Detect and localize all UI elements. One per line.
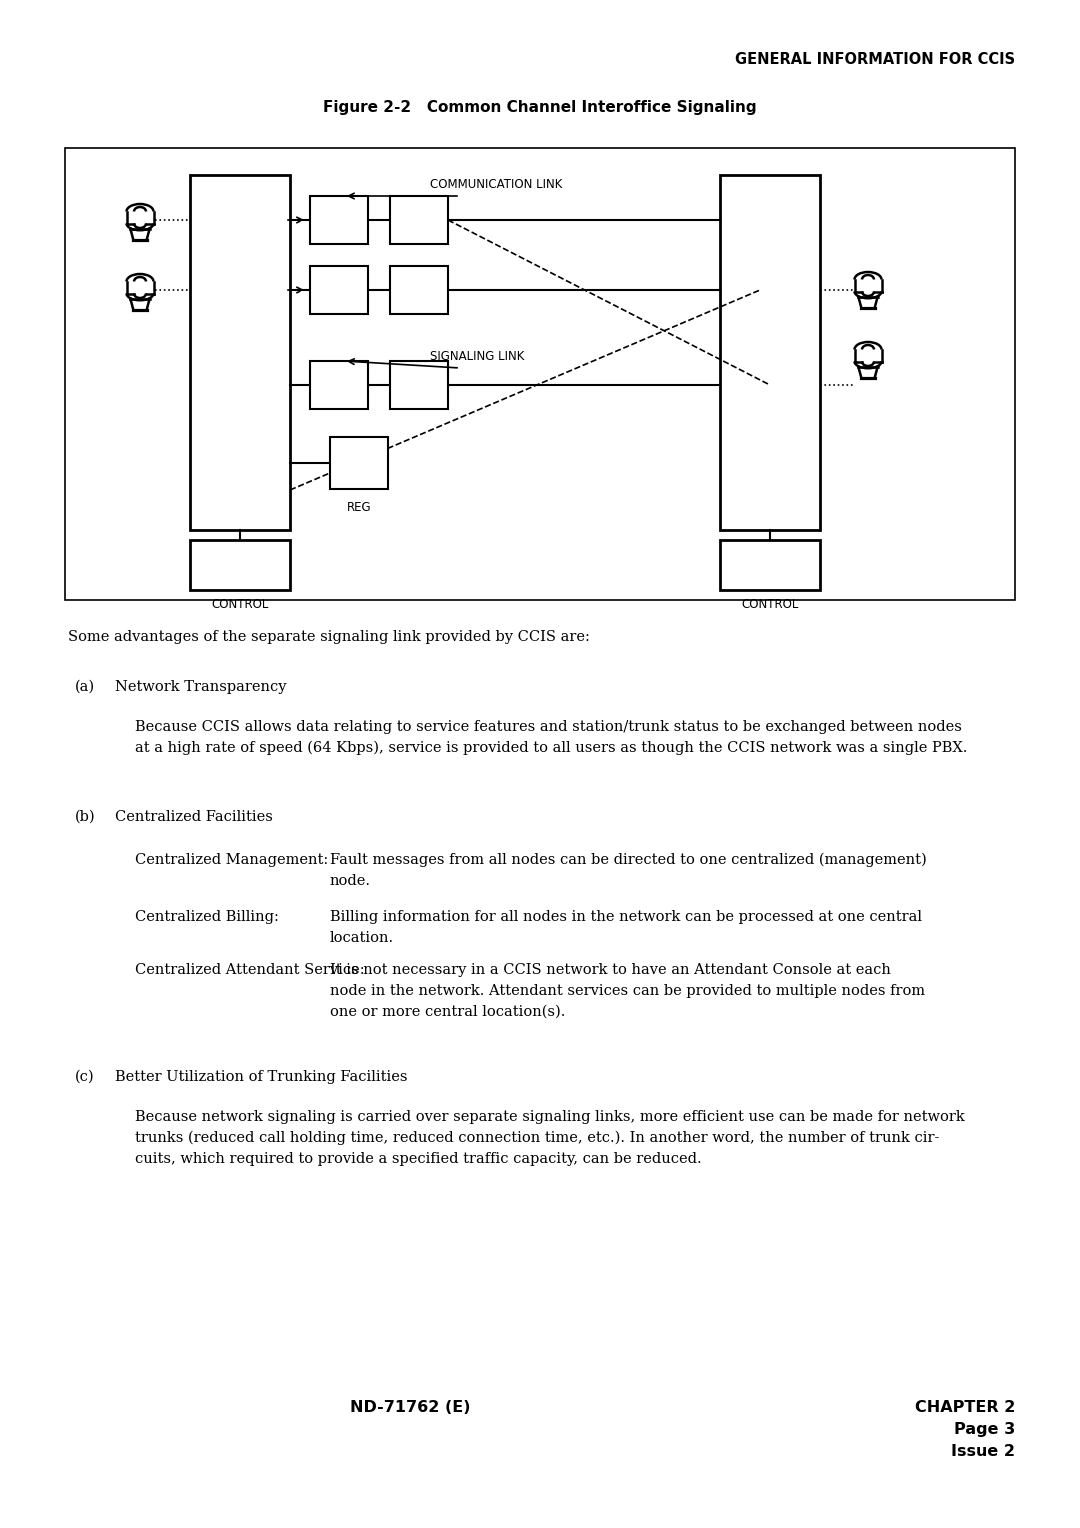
Bar bbox=[720, 176, 820, 530]
Bar bbox=[310, 266, 368, 313]
Text: Because CCIS allows data relating to service features and station/trunk status t: Because CCIS allows data relating to ser… bbox=[135, 720, 968, 755]
Bar bbox=[310, 361, 368, 410]
Text: (c): (c) bbox=[75, 1070, 95, 1083]
Text: Figure 2-2   Common Channel Interoffice Signaling: Figure 2-2 Common Channel Interoffice Si… bbox=[323, 99, 757, 115]
Bar bbox=[390, 361, 448, 410]
Text: Because network signaling is carried over separate signaling links, more efficie: Because network signaling is carried ove… bbox=[135, 1109, 964, 1166]
Text: REG: REG bbox=[347, 501, 372, 513]
Text: Network Transparency: Network Transparency bbox=[114, 680, 286, 694]
Bar bbox=[190, 539, 291, 590]
Text: Issue 2: Issue 2 bbox=[951, 1444, 1015, 1459]
Text: ND-71762 (E): ND-71762 (E) bbox=[350, 1400, 471, 1415]
Text: CHAPTER 2: CHAPTER 2 bbox=[915, 1400, 1015, 1415]
Text: CONTROL: CONTROL bbox=[741, 597, 799, 611]
Text: COMMUNICATION LINK: COMMUNICATION LINK bbox=[430, 177, 563, 191]
Text: GENERAL INFORMATION FOR CCIS: GENERAL INFORMATION FOR CCIS bbox=[734, 52, 1015, 67]
Text: SIGNALING LINK: SIGNALING LINK bbox=[430, 350, 525, 364]
Text: Better Utilization of Trunking Facilities: Better Utilization of Trunking Facilitie… bbox=[114, 1070, 407, 1083]
Text: Centralized Management:: Centralized Management: bbox=[135, 853, 328, 866]
Bar bbox=[65, 148, 1015, 601]
Text: Some advantages of the separate signaling link provided by CCIS are:: Some advantages of the separate signalin… bbox=[68, 630, 590, 643]
Bar bbox=[330, 437, 388, 489]
Bar bbox=[720, 539, 820, 590]
Text: Centralized Attendant Service:: Centralized Attendant Service: bbox=[135, 963, 365, 976]
Text: (a): (a) bbox=[75, 680, 95, 694]
Text: Fault messages from all nodes can be directed to one centralized (management)
no: Fault messages from all nodes can be dir… bbox=[330, 853, 927, 888]
Bar bbox=[390, 266, 448, 313]
Text: Centralized Facilities: Centralized Facilities bbox=[114, 810, 273, 824]
Text: Centralized Billing:: Centralized Billing: bbox=[135, 911, 279, 924]
Bar bbox=[390, 196, 448, 244]
Text: It is not necessary in a CCIS network to have an Attendant Console at each
node : It is not necessary in a CCIS network to… bbox=[330, 963, 926, 1018]
Text: Billing information for all nodes in the network can be processed at one central: Billing information for all nodes in the… bbox=[330, 911, 922, 944]
Bar bbox=[310, 196, 368, 244]
Bar bbox=[190, 176, 291, 530]
Text: (b): (b) bbox=[75, 810, 96, 824]
Text: CONTROL: CONTROL bbox=[212, 597, 269, 611]
Text: Page 3: Page 3 bbox=[954, 1423, 1015, 1436]
